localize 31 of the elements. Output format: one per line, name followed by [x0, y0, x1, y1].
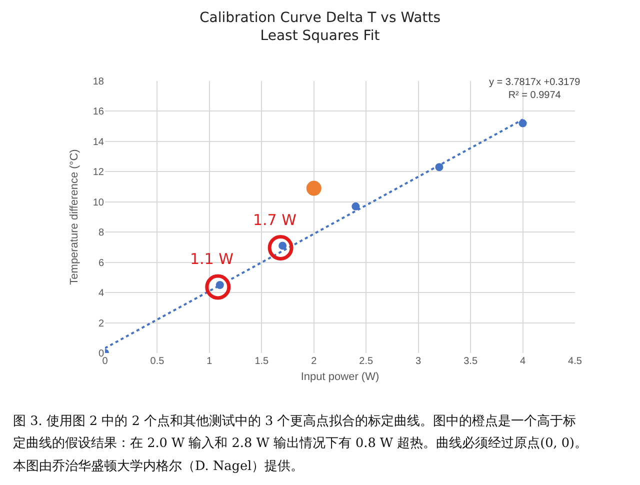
x-tick-label: 1 [206, 356, 213, 367]
y-tick-label: 10 [92, 197, 104, 208]
y-tick-label: 0 [98, 348, 104, 360]
x-tick-label: 2 [311, 356, 318, 367]
y-tick-label: 8 [98, 228, 104, 239]
x-tick-label: 0.5 [150, 356, 165, 367]
y-tick-label: 16 [92, 106, 104, 118]
x-axis-title: Input power (W) [300, 371, 380, 384]
y-tick-label: 6 [98, 258, 104, 269]
y-axis-title: Temperature difference (°C) [68, 149, 81, 285]
x-tick-label: 4.5 [568, 356, 582, 367]
chart-title: Calibration Curve Delta T vs Watts Least Squares Fit [199, 10, 441, 44]
x-tick-label: 4 [520, 356, 526, 367]
annotation: y = 3.7817x +0.3179 R² = 0.9974 [489, 77, 581, 101]
y-tick-label: 2 [98, 318, 104, 330]
y-tick-label: 14 [92, 136, 104, 148]
x-tick-label: 3 [416, 356, 422, 367]
point [352, 202, 360, 210]
annotation: 1.7 W [253, 211, 297, 229]
y-tick-label: 12 [92, 167, 104, 178]
caption: 图 3. 使用图 2 中的 2 个点和其他测试中的 3 个更高点拟合的标定曲线。图中的橙点是一个高于标 [13, 413, 576, 429]
x-tick-label: 1.5 [254, 356, 270, 367]
y-tick-label: 18 [92, 76, 104, 88]
annotation: 1.1 W [190, 250, 234, 268]
text: 本图由乔治华盛顿大学内格尔（D. Nagel）提供。 [13, 459, 304, 474]
point [306, 180, 322, 196]
y-tick-label: 4 [98, 288, 104, 300]
x-tick-label: 2.5 [359, 356, 374, 367]
point [518, 119, 527, 128]
text: 定曲线的假设结果：在 2.0 W 输入和 2.8 W 输出情况下有 0.8 W 超热。曲线必须经过原点(0, 0)。 [13, 436, 588, 451]
x-tick-label: 3.5 [464, 356, 478, 367]
